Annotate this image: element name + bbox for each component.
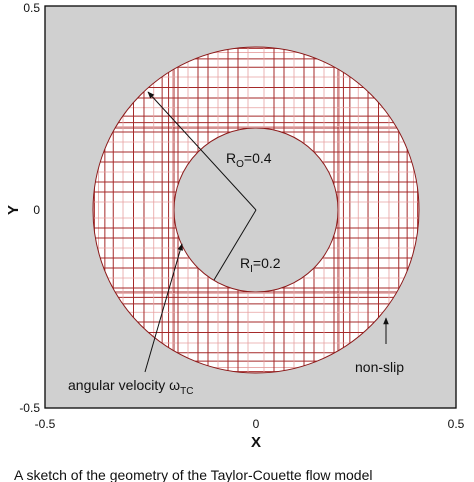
non-slip-label: non-slip [355,359,404,375]
y-axis-label: Y [5,205,22,215]
x-tick-label: 0 [253,417,260,431]
outer-radius-label: RO=0.4 [226,150,272,170]
outer-cylinder [92,46,420,374]
symbol: R [240,255,250,271]
value: =0.4 [244,150,272,166]
y-tick-label: -0.5 [19,401,40,415]
y-tick-label: 0.5 [23,1,40,15]
x-axis-label: X [251,434,261,451]
subscript: TC [180,386,193,397]
velocity-arrow [144,243,183,373]
subscript: I [250,264,253,275]
value: =0.2 [253,255,281,271]
x-tick-label: -0.5 [35,417,56,431]
symbol: R [226,150,236,166]
plot-frame [44,5,457,409]
velocity-label: angular velocity ωTC [68,377,193,397]
caption: A sketch of the geometry of the Taylor-C… [14,467,372,482]
outer-radius-arrow [147,91,257,211]
x-tick-label: 0.5 [448,417,465,431]
inner-radius-line [213,209,257,281]
subscript: O [236,159,244,170]
inner-radius-label: RI=0.2 [240,255,281,275]
y-tick-label: 0 [33,203,40,217]
text: angular velocity ω [68,377,180,393]
